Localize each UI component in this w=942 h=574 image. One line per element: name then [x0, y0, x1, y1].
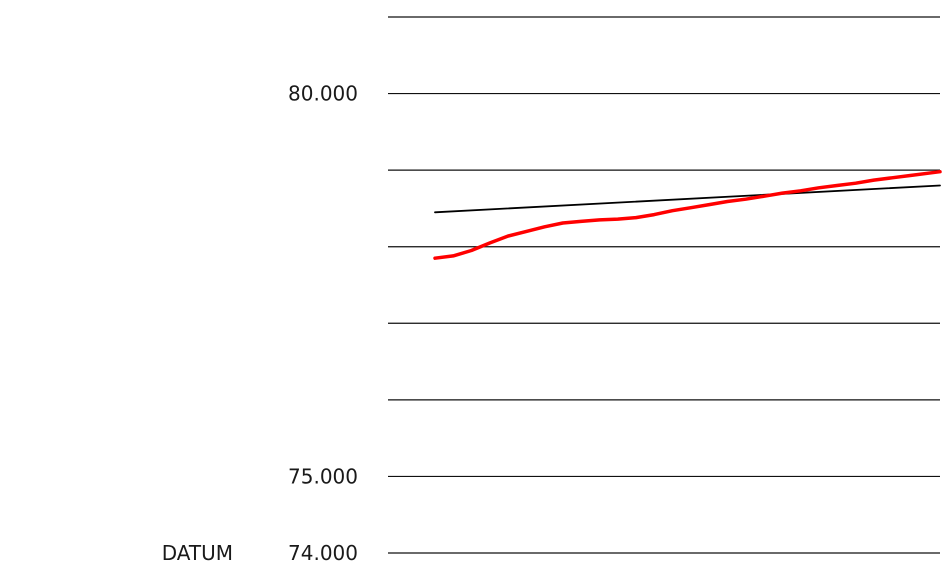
- tick-label-layer: 80.000 75.000: [288, 82, 358, 489]
- datum-value-label: 74.000: [288, 541, 358, 565]
- grid-layer: [388, 16, 940, 554]
- black-profile-line: [434, 184, 941, 214]
- series-layer: [433, 169, 942, 260]
- y-tick-label: 75.000: [288, 464, 358, 488]
- y-tick-label: 80.000: [288, 82, 358, 106]
- datum-label: DATUM: [162, 541, 233, 565]
- red-profile-line: [433, 169, 942, 260]
